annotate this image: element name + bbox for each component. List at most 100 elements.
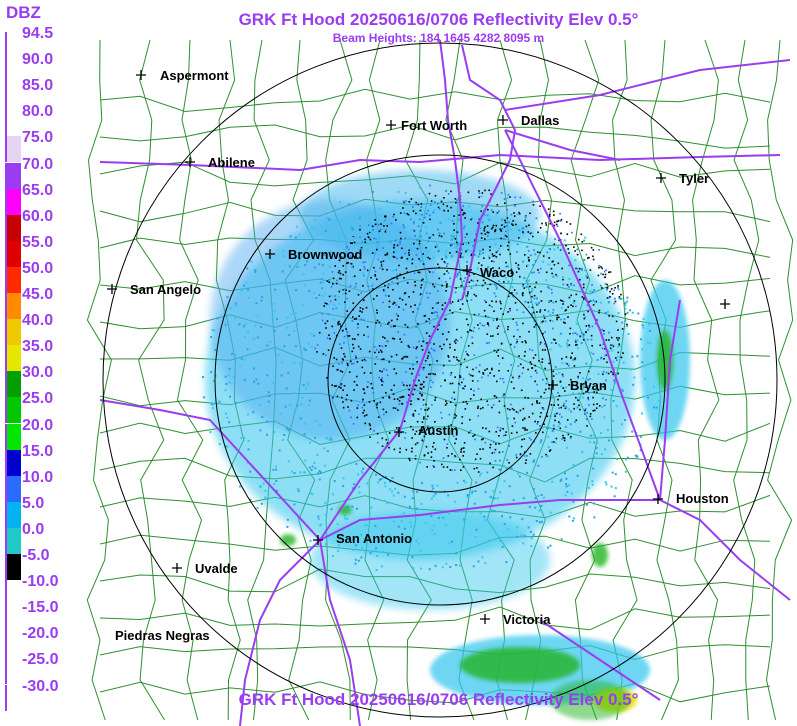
echo-pixel <box>470 287 473 289</box>
echo-pixel <box>334 265 336 267</box>
echo-pixel <box>473 502 476 505</box>
echo-pixel <box>377 441 379 444</box>
echo-pixel <box>409 521 412 524</box>
echo-pixel <box>328 281 330 284</box>
echo-pixel <box>379 228 382 231</box>
legend-swatch <box>5 240 21 267</box>
echo-pixel <box>381 263 384 266</box>
echo-pixel <box>454 404 457 407</box>
echo-pixel <box>522 284 525 287</box>
echo-pixel <box>508 462 510 464</box>
legend-value: 40.0 <box>22 312 54 330</box>
echo-pixel <box>450 372 453 374</box>
echo-pixel <box>462 387 464 390</box>
echo-pixel <box>421 394 423 397</box>
echo-pixel <box>415 201 417 204</box>
echo-pixel <box>584 409 586 412</box>
echo-pixel <box>338 386 340 388</box>
echo-pixel <box>531 403 534 406</box>
echo-pixel <box>506 235 508 238</box>
echo-pixel <box>513 409 515 411</box>
echo-pixel <box>586 338 589 341</box>
echo-pixel <box>512 376 514 379</box>
echo-pixel <box>345 289 347 291</box>
echo-pixel <box>562 303 564 305</box>
echo-pixel <box>419 550 422 553</box>
echo-pixel <box>261 296 264 298</box>
echo-pixel <box>527 231 530 233</box>
echo-pixel <box>615 405 618 408</box>
echo-pixel <box>525 459 527 461</box>
echo-pixel <box>573 246 575 248</box>
echo-pixel <box>552 338 555 341</box>
echo-pixel <box>566 363 569 365</box>
echo-pixel <box>641 324 644 327</box>
echo-pixel <box>454 456 457 458</box>
echo-pixel <box>443 232 445 235</box>
echo-pixel <box>443 261 446 263</box>
echo-pixel <box>562 434 564 437</box>
echo-pixel <box>567 433 570 436</box>
echo-pixel <box>388 321 390 324</box>
echo-pixel <box>544 343 546 345</box>
echo-pixel <box>564 390 566 392</box>
echo-pixel <box>421 367 423 369</box>
echo-pixel <box>403 356 406 358</box>
echo-pixel <box>565 406 568 408</box>
echo-pixel <box>555 373 558 375</box>
echo-pixel <box>584 316 586 319</box>
echo-pixel <box>640 338 643 341</box>
echo-pixel <box>346 331 349 333</box>
echo-pixel <box>475 295 477 297</box>
echo-pixel <box>381 268 384 271</box>
echo-pixel <box>449 277 451 280</box>
echo-pixel <box>338 288 341 291</box>
echo-pixel <box>411 372 413 375</box>
echo-pixel <box>459 384 461 386</box>
echo-pixel <box>530 363 533 365</box>
echo-pixel <box>539 441 542 444</box>
city-label: San Antonio <box>336 531 412 546</box>
echo-pixel <box>545 279 548 282</box>
echo-pixel <box>573 407 575 410</box>
echo-pixel <box>338 277 341 280</box>
echo-pixel <box>557 220 560 222</box>
echo-pixel <box>414 266 417 269</box>
echo-pixel <box>376 348 378 351</box>
echo-pixel <box>528 259 530 261</box>
city-label: Fort Worth <box>401 118 467 133</box>
map-subtitle: Beam Heights: 184 1645 4282 8095 m <box>332 31 545 45</box>
echo-pixel <box>320 278 323 281</box>
echo-pixel <box>321 313 324 315</box>
echo-pixel <box>534 369 537 372</box>
county-line <box>765 39 794 721</box>
echo-pixel <box>511 292 513 294</box>
echo-pixel <box>552 309 555 311</box>
echo-pixel <box>381 377 383 379</box>
echo-pixel <box>365 359 367 362</box>
echo-pixel <box>293 361 296 364</box>
echo-pixel <box>404 252 406 255</box>
echo-pixel <box>412 346 415 349</box>
echo-pixel <box>391 281 394 283</box>
echo-pixel <box>497 479 500 482</box>
echo-pixel <box>599 344 601 347</box>
echo-pixel <box>412 364 414 366</box>
echo-pixel <box>429 341 432 344</box>
echo-pixel <box>560 218 563 221</box>
echo-pixel <box>445 400 447 403</box>
echo-pixel <box>358 486 361 489</box>
echo-pixel <box>355 282 357 285</box>
echo-pixel <box>475 229 477 232</box>
echo-pixel <box>343 517 346 520</box>
echo-pixel <box>449 346 451 349</box>
echo-pixel <box>273 310 276 313</box>
echo-pixel <box>400 520 403 523</box>
echo-pixel <box>425 320 428 323</box>
echo-pixel <box>316 453 319 456</box>
echo-pixel <box>432 373 435 375</box>
echo-pixel <box>426 466 428 468</box>
echo-pixel <box>455 415 457 417</box>
echo-pixel <box>427 415 429 418</box>
echo-pixel <box>422 253 424 255</box>
